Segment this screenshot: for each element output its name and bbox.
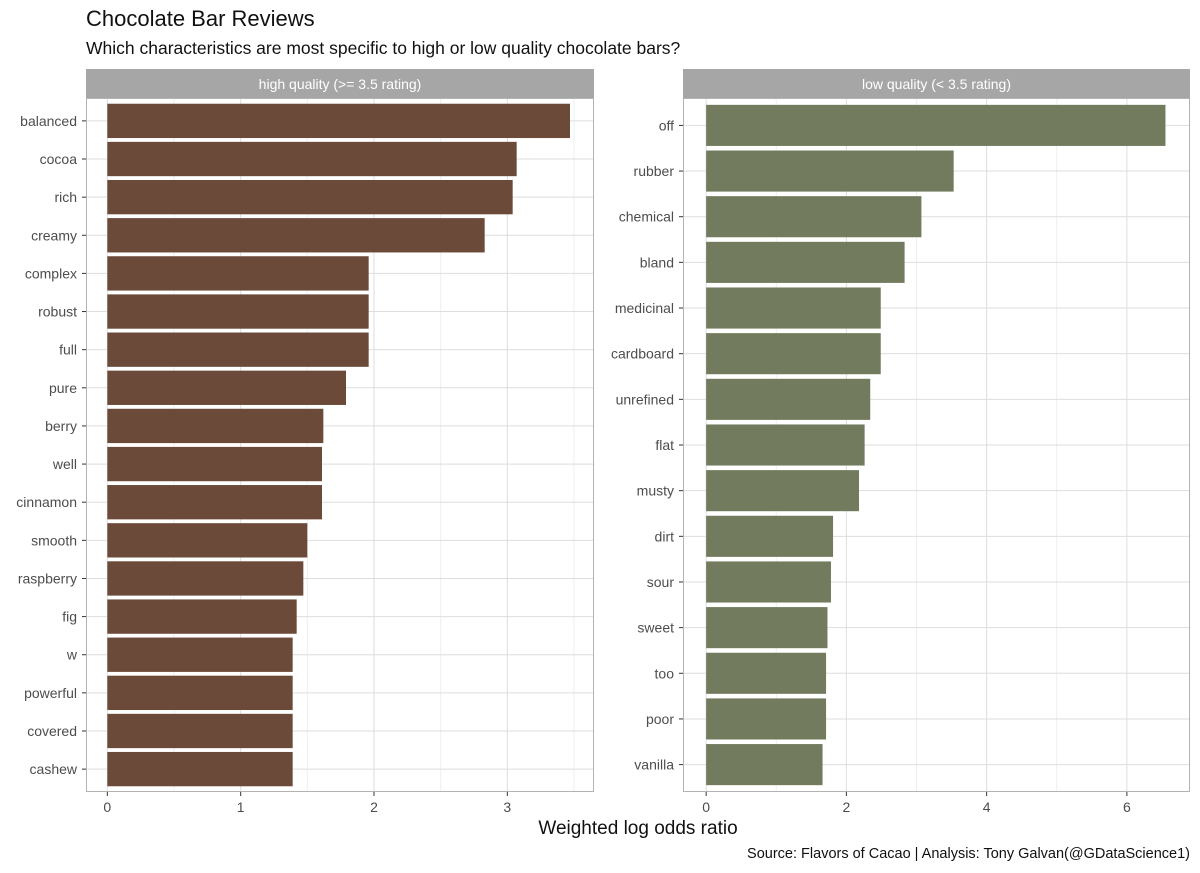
category-label: fig xyxy=(62,609,77,625)
category-label: bland xyxy=(640,254,674,270)
bar-off xyxy=(706,104,1166,146)
category-label: rubber xyxy=(634,163,675,179)
category-label: musty xyxy=(637,483,674,499)
category-label: robust xyxy=(38,304,77,320)
category-label: full xyxy=(59,342,77,358)
category-label: poor xyxy=(646,711,674,727)
category-label: covered xyxy=(27,723,77,739)
bar-cashew xyxy=(107,751,293,787)
bar-pure xyxy=(107,370,346,405)
bar-smooth xyxy=(107,523,308,558)
x-tick-label: 2 xyxy=(370,799,378,815)
bar-sweet xyxy=(706,607,828,649)
category-label: berry xyxy=(45,418,77,434)
category-label: unrefined xyxy=(616,391,674,407)
category-label: raspberry xyxy=(18,570,77,586)
category-label: powerful xyxy=(24,685,77,701)
category-label: balanced xyxy=(20,113,77,129)
bar-balanced xyxy=(107,103,570,139)
category-label: creamy xyxy=(31,227,77,243)
category-label: dirt xyxy=(655,528,675,544)
facet-strip xyxy=(86,69,594,98)
category-label: complex xyxy=(25,265,77,281)
x-tick-label: 3 xyxy=(503,799,511,815)
bar-cinnamon xyxy=(107,485,322,520)
category-label: pure xyxy=(49,380,77,396)
category-label: sour xyxy=(647,574,675,590)
x-tick-label: 4 xyxy=(983,799,991,815)
bar-well xyxy=(107,446,322,482)
bar-covered xyxy=(107,713,293,749)
bar-flat xyxy=(706,424,865,466)
category-label: off xyxy=(659,117,674,133)
x-tick-label: 2 xyxy=(842,799,850,815)
bar-powerful xyxy=(107,675,293,711)
bar-too xyxy=(706,652,827,694)
panel-border xyxy=(683,98,1190,792)
panel-border xyxy=(86,98,594,792)
category-label: chemical xyxy=(619,209,674,225)
bar-rubber xyxy=(706,150,954,192)
category-label: rich xyxy=(54,189,77,205)
bar-vanilla xyxy=(706,744,823,786)
chart-title: Chocolate Bar Reviews xyxy=(86,6,315,31)
bar-chemical xyxy=(706,196,922,238)
x-tick-label: 1 xyxy=(237,799,245,815)
bar-raspberry xyxy=(107,561,304,596)
category-label: smooth xyxy=(31,532,77,548)
category-label: cinnamon xyxy=(16,494,77,510)
source-caption: Source: Flavors of Cacao | Analysis: Ton… xyxy=(747,846,1190,862)
x-axis-label: Weighted log odds ratio xyxy=(538,818,738,839)
category-label: vanilla xyxy=(634,757,674,773)
bar-berry xyxy=(107,408,324,444)
panel-high: high quality (>= 3.5 rating) 0 1 2 3 balanced… xyxy=(16,69,594,815)
bar-complex xyxy=(107,256,369,291)
bar-poor xyxy=(706,698,827,740)
x-tick-label: 6 xyxy=(1123,799,1131,815)
facet-strip-title: low quality (< 3.5 rating) xyxy=(862,76,1011,92)
category-label: cashew xyxy=(30,761,78,777)
bar-full xyxy=(107,332,369,367)
x-tick-label: 0 xyxy=(702,799,710,815)
category-label: w xyxy=(66,647,78,663)
facet-strip xyxy=(683,69,1190,98)
bar-robust xyxy=(107,294,369,329)
category-label: well xyxy=(52,456,77,472)
category-label: medicinal xyxy=(615,300,674,316)
bar-fig xyxy=(107,599,297,634)
category-label: too xyxy=(655,665,675,681)
bar-w xyxy=(107,637,293,672)
x-tick-label: 0 xyxy=(103,799,111,815)
facet-strip-title: high quality (>= 3.5 rating) xyxy=(259,76,422,92)
category-label: sweet xyxy=(637,620,674,636)
panel-low: low quality (< 3.5 rating) 0 2 4 6 off rubber c… xyxy=(611,69,1190,815)
category-label: cocoa xyxy=(40,151,78,167)
bar-unrefined xyxy=(706,378,871,420)
category-label: flat xyxy=(655,437,674,453)
bar-bland xyxy=(706,241,905,283)
category-label: cardboard xyxy=(611,346,674,362)
bar-rich xyxy=(107,179,513,215)
bar-cocoa xyxy=(107,141,517,177)
chart-subtitle: Which characteristics are most specific … xyxy=(86,38,681,58)
bar-cardboard xyxy=(706,333,881,375)
bar-creamy xyxy=(107,218,485,253)
bar-musty xyxy=(706,470,860,512)
bar-sour xyxy=(706,561,831,603)
bar-medicinal xyxy=(706,287,881,329)
bar-dirt xyxy=(706,515,834,557)
